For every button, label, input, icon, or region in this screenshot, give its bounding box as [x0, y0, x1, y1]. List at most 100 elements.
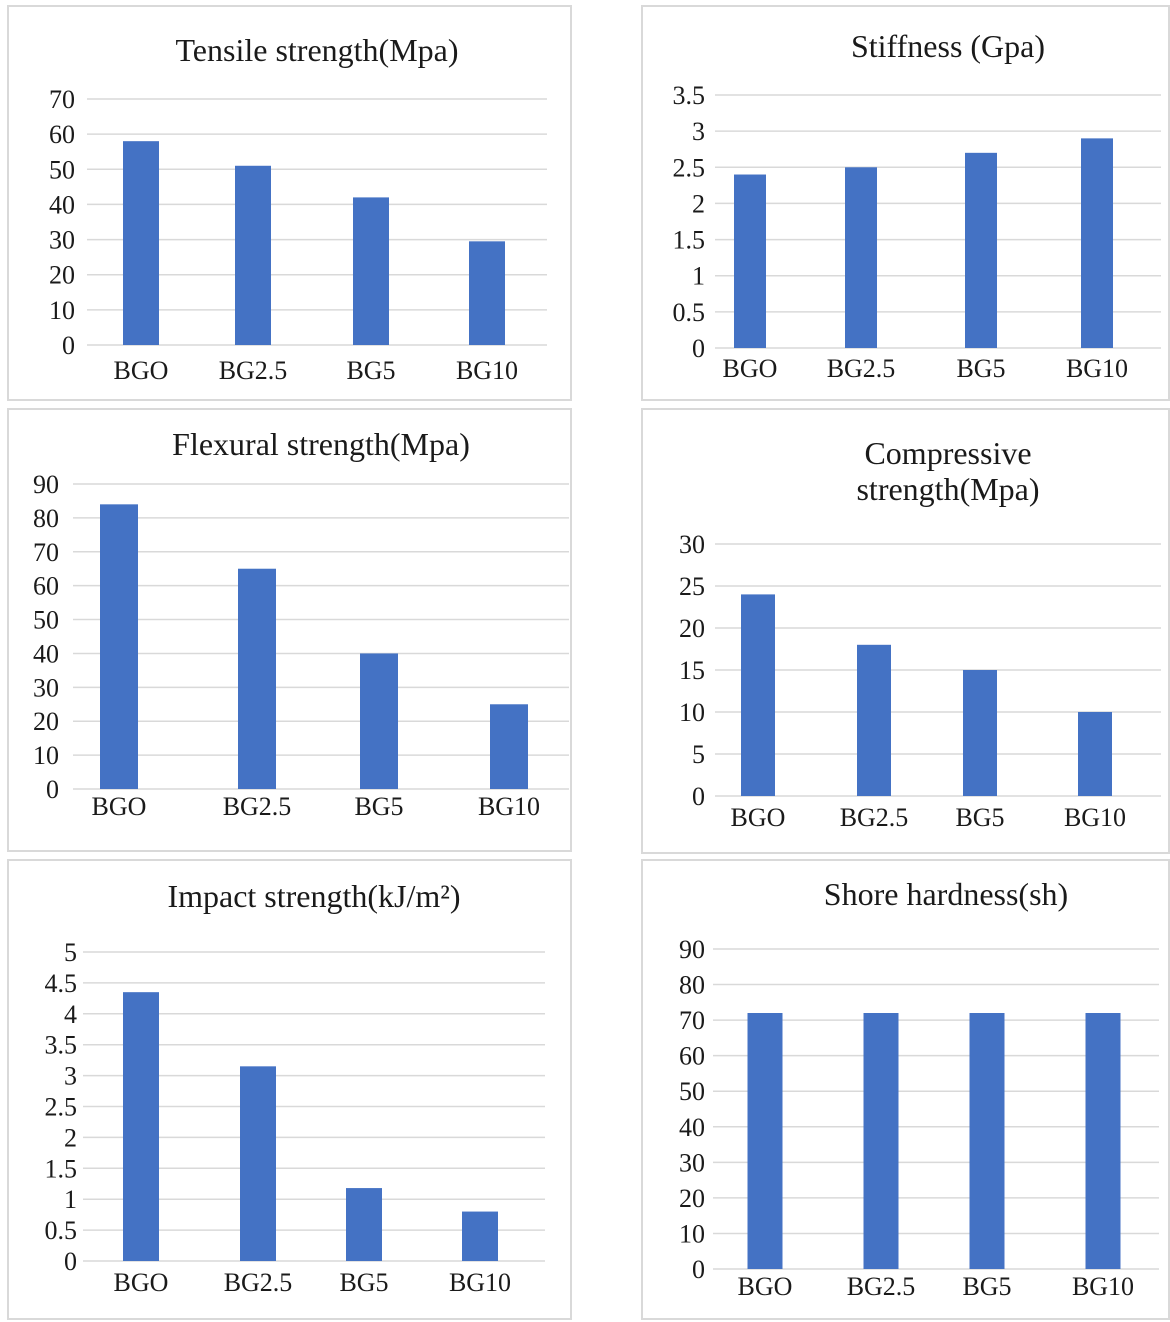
- bar-bg5: [353, 197, 389, 345]
- x-category-label: BG2.5: [224, 1268, 293, 1297]
- chart-title-line-2: strength(Mpa): [856, 471, 1039, 507]
- y-tick-label: 80: [679, 971, 705, 1000]
- chart-title: Shore hardness(sh): [824, 876, 1068, 912]
- chart-svg-flexural: Flexural strength(Mpa) 0 10 20 30 40 50 60 70 80 9…: [33, 426, 569, 821]
- y-tick-label: 40: [49, 190, 75, 219]
- y-tick-label: 2: [64, 1123, 77, 1152]
- y-tick-label: 20: [679, 614, 705, 643]
- y-tick-label: 1: [64, 1185, 77, 1214]
- x-category-label: BG5: [339, 1268, 388, 1297]
- y-tick-label: 70: [679, 1006, 705, 1035]
- y-tick-label: 90: [33, 470, 59, 499]
- y-tick-label: 60: [679, 1042, 705, 1071]
- y-tick-label: 10: [679, 1219, 705, 1248]
- x-category-label: BG5: [956, 354, 1005, 383]
- chart-panel-stiffness: Stiffness (Gpa) 0 0.5 1 1.5 2 2.5 3 3.5 BGO BG2.5 B…: [641, 5, 1170, 401]
- x-category-label: BG2.5: [219, 356, 288, 385]
- x-category-label: BGO: [731, 803, 786, 832]
- x-category-label: BG5: [962, 1272, 1011, 1301]
- y-tick-label: 0: [46, 775, 59, 804]
- bar-bgo: [100, 504, 138, 789]
- bar-bgo: [741, 594, 775, 796]
- chart-title: Flexural strength(Mpa): [172, 426, 470, 462]
- y-tick-label: 30: [679, 1148, 705, 1177]
- x-category-label: BG5: [346, 356, 395, 385]
- x-category-label: BG2.5: [223, 792, 292, 821]
- x-category-label: BGO: [738, 1272, 793, 1301]
- bar-bg10: [1085, 1013, 1121, 1269]
- y-tick-label: 10: [49, 296, 75, 325]
- bar-bg5: [346, 1188, 382, 1261]
- chart-panel-compressive: Compressive strength(Mpa) 0 5 10 15 20 25 30 BGO B…: [641, 408, 1170, 854]
- bar-bg2-5: [235, 165, 271, 345]
- bar-bgo: [123, 992, 159, 1261]
- y-tick-label: 1.5: [45, 1154, 78, 1183]
- y-tick-label: 40: [33, 639, 59, 668]
- bar-bg10: [1078, 712, 1112, 796]
- x-category-label: BG10: [449, 1268, 511, 1297]
- y-tick-label: 3.5: [673, 81, 706, 110]
- y-tick-label: 3: [64, 1062, 77, 1091]
- x-category-label: BGO: [114, 1268, 169, 1297]
- x-category-label: BG2.5: [847, 1272, 916, 1301]
- y-tick-label: 10: [679, 698, 705, 727]
- y-tick-label: 90: [679, 935, 705, 964]
- y-tick-label: 0.5: [673, 298, 706, 327]
- y-tick-label: 20: [679, 1184, 705, 1213]
- chart-svg-impact: Impact strength(kJ/m²) 00.511.522.533.544…: [45, 878, 545, 1297]
- chart-title-line-1: Compressive: [864, 435, 1031, 471]
- chart-title: Impact strength(kJ/m²): [167, 878, 460, 914]
- y-tick-label: 0.5: [45, 1216, 78, 1245]
- x-category-label: BGO: [723, 354, 778, 383]
- bar-bg2-5: [238, 568, 276, 789]
- x-category-label: BG10: [456, 356, 518, 385]
- y-tick-label: 4: [64, 1000, 77, 1029]
- bar-bg2-5: [857, 644, 891, 796]
- bar-bg2-5: [845, 167, 877, 348]
- bar-bgo: [734, 174, 766, 348]
- bar-bg2-5: [240, 1066, 276, 1261]
- y-tick-label: 60: [49, 120, 75, 149]
- y-tick-label: 30: [679, 530, 705, 559]
- y-tick-label: 4.5: [45, 969, 78, 998]
- x-category-label: BG10: [478, 792, 540, 821]
- y-tick-label: 0: [692, 334, 705, 363]
- y-tick-label: 2.5: [45, 1093, 78, 1122]
- y-tick-label: 20: [49, 261, 75, 290]
- bar-bg10: [462, 1211, 498, 1261]
- y-tick-label: 2: [692, 189, 705, 218]
- bar-bg5: [963, 670, 997, 796]
- bar-bg5: [360, 653, 398, 789]
- bar-bg10: [469, 241, 505, 345]
- y-tick-label: 20: [33, 707, 59, 736]
- chart-panel-shore: Shore hardness(sh) 0 10 20 30 40 50 60 70 80 90 BGO…: [641, 859, 1170, 1320]
- bar-bg10: [1081, 138, 1113, 348]
- chart-svg-tensile: Tensile strength(Mpa) 0 10 20 30 40 50 60 70 BGO B…: [49, 32, 547, 385]
- y-tick-label: 2.5: [673, 153, 706, 182]
- y-tick-label: 3.5: [45, 1031, 78, 1060]
- chart-panel-flexural: Flexural strength(Mpa) 0 10 20 30 40 50 60 70 80 9…: [7, 408, 572, 852]
- y-tick-label: 30: [33, 673, 59, 702]
- y-tick-label: 50: [679, 1077, 705, 1106]
- x-category-label: BG5: [354, 792, 403, 821]
- x-category-label: BG10: [1064, 803, 1126, 832]
- x-category-label: BGO: [92, 792, 147, 821]
- bar-bgo: [747, 1013, 783, 1269]
- chart-svg-shore: Shore hardness(sh) 0 10 20 30 40 50 60 70 80 90 BGO…: [679, 876, 1159, 1301]
- x-category-label: BG10: [1072, 1272, 1134, 1301]
- x-category-label: BG2.5: [827, 354, 896, 383]
- y-tick-label: 60: [33, 572, 59, 601]
- chart-title: Tensile strength(Mpa): [175, 32, 458, 68]
- x-category-label: BGO: [114, 356, 169, 385]
- y-tick-label: 10: [33, 741, 59, 770]
- x-category-label: BG2.5: [840, 803, 909, 832]
- y-tick-label: 40: [679, 1113, 705, 1142]
- y-tick-label: 0: [692, 782, 705, 811]
- chart-panel-tensile: Tensile strength(Mpa) 0 10 20 30 40 50 60 70 BGO B…: [7, 5, 572, 401]
- bar-bg5: [969, 1013, 1005, 1269]
- y-tick-label: 15: [679, 656, 705, 685]
- y-tick-label: 0: [62, 331, 75, 360]
- bar-bg2-5: [863, 1013, 899, 1269]
- chart-svg-stiffness: Stiffness (Gpa) 0 0.5 1 1.5 2 2.5 3 3.5 BGO BG2.5 B…: [673, 28, 1161, 383]
